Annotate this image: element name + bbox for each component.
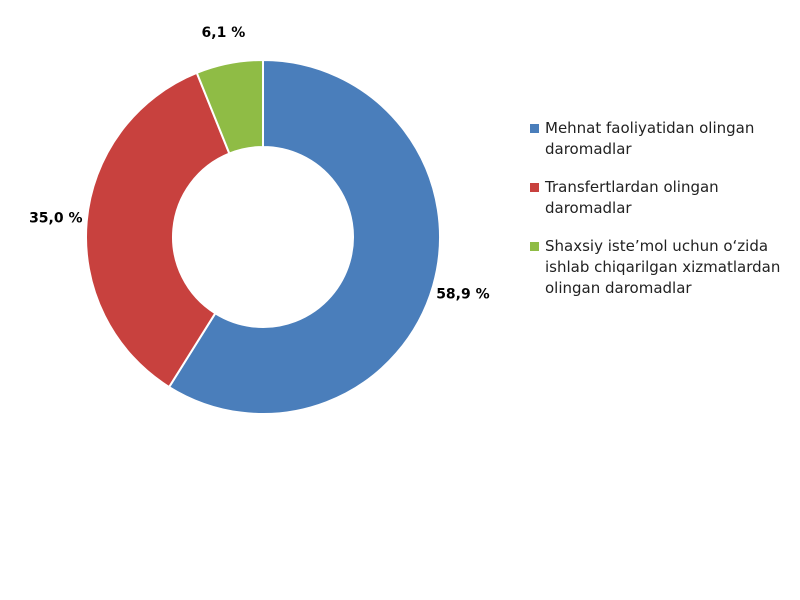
legend-swatch (530, 124, 539, 133)
value-label: 35,0 % (29, 211, 82, 227)
legend: Mehnat faoliyatidan olingan daromadlar Tr… (528, 118, 790, 316)
donut-slice (85, 71, 231, 389)
legend-item: Shaxsiy iste’mol uchun o‘zida ishlab chi… (528, 236, 790, 299)
donut-slice (167, 58, 441, 415)
legend-swatch (530, 183, 539, 192)
legend-label: Mehnat faoliyatidan olingan daromadlar (545, 119, 755, 158)
legend-swatch (530, 242, 539, 251)
legend-item: Transfertlardan olingan daromadlar (528, 177, 790, 219)
value-label: 6,1 % (202, 25, 246, 41)
donut-slice (195, 58, 264, 155)
legend-label: Transfertlardan olingan daromadlar (545, 178, 719, 217)
value-label: 58,9 % (436, 286, 489, 302)
legend-label: Shaxsiy iste’mol uchun o‘zida ishlab chi… (545, 237, 781, 297)
legend-item: Mehnat faoliyatidan olingan daromadlar (528, 118, 790, 160)
